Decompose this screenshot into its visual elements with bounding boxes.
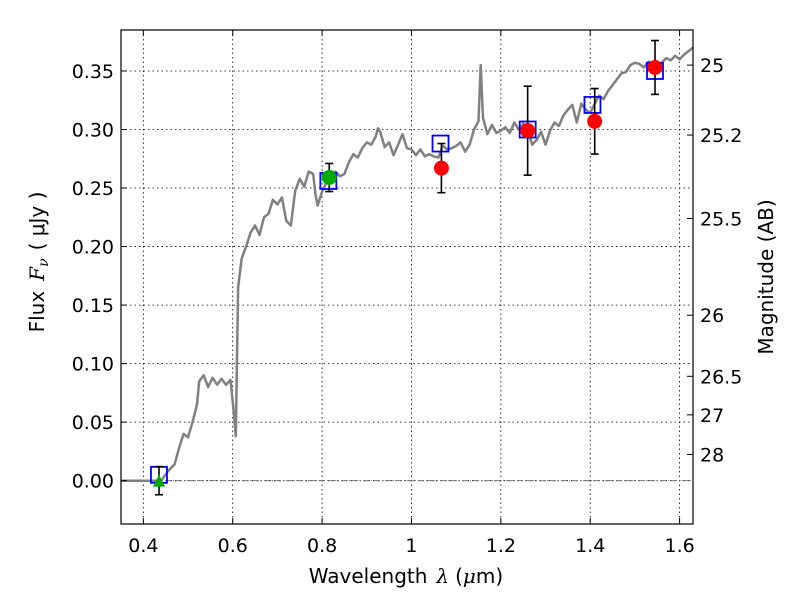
green-circle-point [321,169,337,185]
y-tick-label: 0.35 [72,61,114,83]
plot-frame [120,29,694,525]
red-circle-point [647,59,663,75]
red-circle-point [587,113,603,129]
x-tick-label: 1 [405,535,417,557]
y-tick-label: 0.05 [72,412,114,434]
data-points [150,39,664,496]
y2-tick-label: 27 [700,405,724,427]
y-axis-label: FluxFν( μJy ) [25,192,52,333]
y-tick-label: 0.10 [72,354,114,376]
model-square-point [431,134,450,153]
tick-labels: 0.4 0.6 0.8 1 1.2 1.4 1.6 0.00 0.05 0.10 0.15 0.20 0… [72,55,743,557]
axis-ticks [121,30,693,524]
y2-tick-label: 25.2 [700,125,742,147]
x-tick-label: 0.8 [307,535,337,557]
x-tick-label: 1.4 [575,535,605,557]
red-circle-point [433,160,449,176]
model-square-point [583,96,602,114]
y2-tick-label: 26 [700,305,724,327]
x-axis-label: Wavelength λ (μm) [309,564,503,588]
upper-limit-triangle [152,474,165,487]
y2-tick-label: 25.5 [700,208,742,230]
y2-tick-label: 28 [700,444,724,466]
y2-axis-label: Magnitude (AB) [754,199,778,354]
y-tick-label: 0.20 [72,237,114,259]
x-tick-label: 0.6 [218,535,248,557]
y-tick-label: 0.00 [72,471,114,493]
red-circle-point [520,123,536,139]
x-tick-label: 1.2 [486,535,516,557]
spectrum-series [121,46,694,482]
y2-tick-label: 26.5 [700,366,742,388]
grid-lines [121,30,693,524]
x-tick-label: 1.6 [664,535,694,557]
x-tick-label: 0.4 [128,535,158,557]
y-tick-label: 0.25 [72,178,114,200]
y-tick-label: 0.15 [72,295,114,317]
y-tick-label: 0.30 [72,120,114,142]
spectrum-line [121,46,694,482]
y2-tick-label: 25 [700,55,724,77]
